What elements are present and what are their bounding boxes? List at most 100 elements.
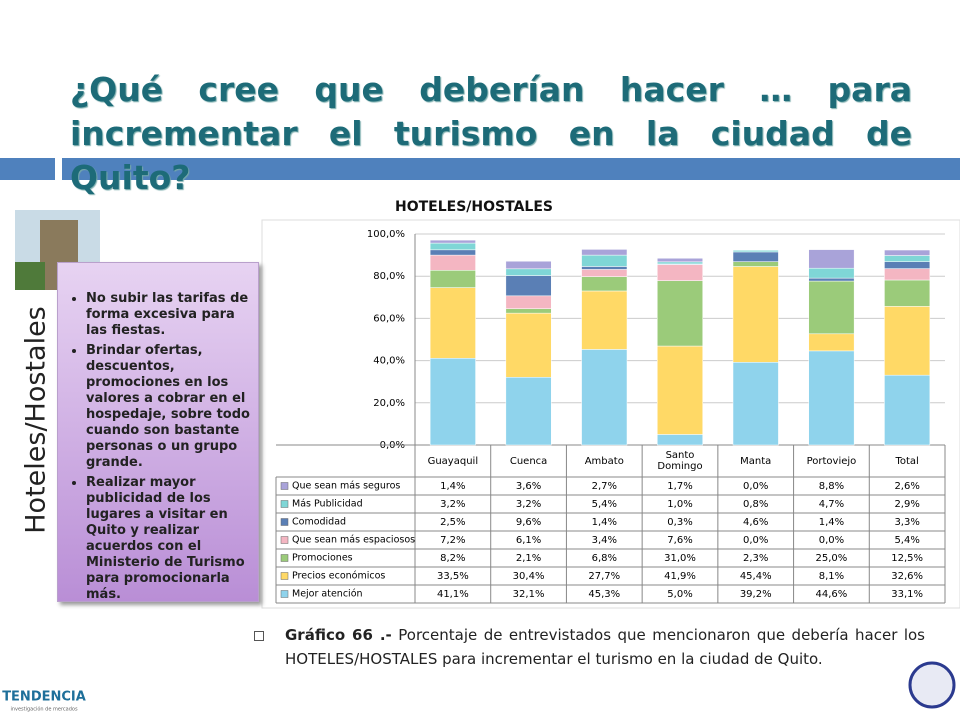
- bar-segment: [505, 377, 552, 446]
- bullet: No subir las tarifas de forma excesiva p…: [86, 291, 254, 339]
- table-value: 0,0%: [743, 535, 768, 546]
- table-value: 4,7%: [819, 499, 844, 510]
- bar-segment: [429, 242, 476, 251]
- table-value: 1,0%: [667, 499, 692, 510]
- plot-frame: [261, 219, 960, 609]
- table-value: 12,5%: [891, 553, 923, 564]
- bar-segment: [429, 358, 476, 446]
- bar-segment: [884, 249, 931, 256]
- table-value: 41,9%: [664, 571, 696, 582]
- bar-segment: [657, 345, 703, 435]
- bar-segment: [581, 349, 628, 446]
- table-value: 2,1%: [516, 553, 541, 564]
- table-value: 0,0%: [819, 535, 844, 546]
- bar-segment: [581, 269, 628, 277]
- table-value: 1,4%: [440, 481, 465, 492]
- bar-segment: [581, 266, 628, 270]
- table-value: 27,7%: [588, 571, 620, 582]
- table-value: 41,1%: [437, 589, 469, 600]
- legend-key: [280, 536, 289, 544]
- bar-segment: [505, 268, 552, 276]
- bar-segment: [732, 261, 779, 267]
- bar-segment: [657, 280, 703, 347]
- table-value: 1,4%: [819, 517, 844, 528]
- accent-bar: [62, 158, 960, 180]
- caption-label: Gráfico 66 .-: [285, 626, 392, 644]
- legend-key: [280, 500, 289, 508]
- bar-segment: [884, 374, 931, 446]
- y-tick-label: 40,0%: [373, 356, 405, 367]
- bar-segment: [657, 264, 703, 281]
- legend-label: Mejor atención: [292, 589, 363, 600]
- table-value: 9,6%: [516, 517, 541, 528]
- table-value: 2,9%: [894, 499, 919, 510]
- table-value: 2,5%: [440, 517, 465, 528]
- bar-segment: [505, 275, 552, 297]
- bullet: Brindar ofertas, descuentos, promociones…: [86, 343, 254, 471]
- table-value: 30,4%: [513, 571, 545, 582]
- logo: TENDENCIA: [2, 690, 86, 705]
- table-value: 8,1%: [819, 571, 844, 582]
- legend-label: Promociones: [292, 553, 353, 564]
- bar-segment: [657, 434, 703, 446]
- table-value: 3,3%: [894, 517, 919, 528]
- y-tick-label: 80,0%: [373, 271, 405, 282]
- bar-segment: [884, 268, 931, 281]
- legend-key: [280, 554, 289, 562]
- table-value: 33,5%: [437, 571, 469, 582]
- bullet-box: No subir las tarifas de forma excesiva p…: [57, 262, 259, 602]
- bar-segment: [732, 362, 779, 446]
- bar-segment: [581, 254, 628, 267]
- table-value: 6,8%: [592, 553, 617, 564]
- x-tick-label: Manta: [740, 456, 771, 467]
- caption: Gráfico 66 .- Porcentaje de entrevistado…: [285, 623, 925, 671]
- bar-segment: [884, 306, 931, 376]
- table-value: 0,3%: [667, 517, 692, 528]
- bar-segment: [732, 249, 779, 253]
- bar-segment: [732, 251, 779, 262]
- bar-segment: [581, 249, 628, 256]
- legend-label: Precios económicos: [292, 571, 385, 582]
- table-value: 3,2%: [516, 499, 541, 510]
- legend-label: Comodidad: [292, 517, 346, 528]
- bar-segment: [884, 261, 931, 269]
- x-tick-label: Guayaquil: [428, 456, 479, 467]
- bar-segment: [429, 239, 476, 244]
- y-tick-label: 20,0%: [373, 398, 405, 409]
- partner-logo: [908, 661, 956, 709]
- accent-square: [0, 158, 55, 180]
- bar-segment: [429, 249, 476, 256]
- table-value: 3,2%: [440, 499, 465, 510]
- y-tick-label: 100,0%: [367, 229, 405, 240]
- table-value: 8,8%: [819, 481, 844, 492]
- x-tick-label: Ambato: [585, 456, 624, 467]
- table-value: 0,0%: [743, 481, 768, 492]
- table-value: 33,1%: [891, 589, 923, 600]
- bar-segment: [429, 254, 476, 271]
- bar-segment: [429, 270, 476, 288]
- table-value: 2,7%: [592, 481, 617, 492]
- table-value: 25,0%: [816, 553, 848, 564]
- table-value: 39,2%: [740, 589, 772, 600]
- bar-segment: [581, 276, 628, 292]
- x-tick-label: Total: [894, 456, 918, 467]
- table-value: 1,4%: [592, 517, 617, 528]
- x-tick-label: Santo Domingo: [657, 450, 702, 472]
- logo-sub: investigación de mercados: [10, 706, 78, 713]
- caption-bullet: [254, 631, 264, 641]
- bar-segment: [505, 295, 552, 309]
- table-value: 32,1%: [513, 589, 545, 600]
- x-tick-label: Portoviejo: [807, 456, 857, 467]
- table-value: 5,4%: [894, 535, 919, 546]
- bar-segment: [657, 258, 703, 263]
- table-value: 6,1%: [516, 535, 541, 546]
- legend-key: [280, 572, 289, 580]
- table-value: 1,7%: [667, 481, 692, 492]
- bar-segment: [884, 255, 931, 262]
- side-label: Hoteles/Hostales: [20, 306, 52, 534]
- bar-segment: [657, 261, 703, 265]
- table-value: 7,6%: [667, 535, 692, 546]
- table-value: 31,0%: [664, 553, 696, 564]
- bar-segment: [808, 333, 855, 352]
- table-value: 4,6%: [743, 517, 768, 528]
